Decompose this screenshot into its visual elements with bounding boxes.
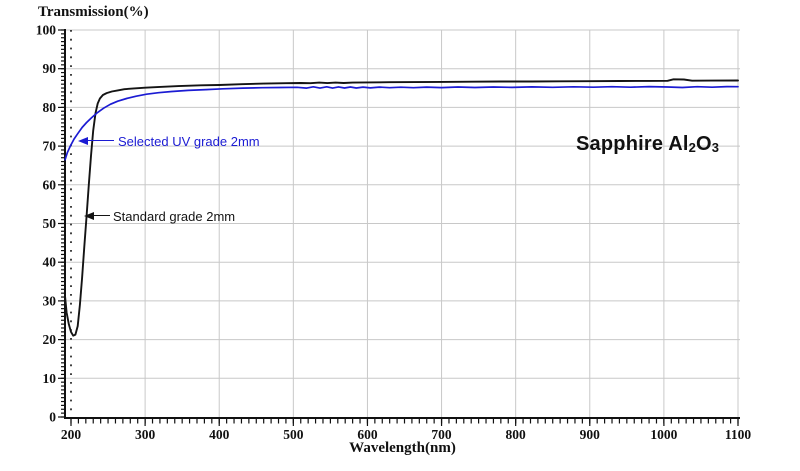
- svg-text:100: 100: [36, 23, 57, 38]
- curve-standard-grade: [64, 78, 739, 337]
- svg-text:90: 90: [43, 61, 57, 76]
- svg-text:600: 600: [357, 427, 378, 442]
- standard-arrow-icon: [84, 212, 94, 220]
- uv-arrow-icon: [78, 137, 88, 145]
- svg-text:800: 800: [506, 427, 527, 442]
- svg-text:900: 900: [580, 427, 601, 442]
- svg-text:1100: 1100: [725, 427, 752, 442]
- uv-grade-annotation-label: Selected UV grade 2mm: [118, 134, 260, 149]
- material-label: Sapphire Al2O3: [576, 133, 719, 156]
- x-tick-labels: 200 300 400 500 600 700 800 900 1000 1100: [61, 427, 751, 442]
- svg-text:30: 30: [43, 293, 57, 308]
- svg-text:400: 400: [209, 427, 230, 442]
- material-subscript-3: 3: [711, 140, 720, 155]
- svg-text:50: 50: [43, 216, 57, 231]
- svg-text:20: 20: [43, 332, 57, 347]
- svg-text:200: 200: [61, 427, 82, 442]
- material-mid: O: [696, 133, 712, 155]
- y-axis-title: Transmission(%): [38, 4, 149, 20]
- svg-text:40: 40: [43, 255, 57, 270]
- material-prefix: Sapphire Al: [576, 133, 689, 155]
- svg-text:1000: 1000: [650, 427, 677, 442]
- curve-uv-grade: [64, 85, 739, 161]
- gridlines: [65, 29, 740, 417]
- axis-ticks: [58, 29, 739, 426]
- svg-text:500: 500: [283, 427, 304, 442]
- svg-text:80: 80: [43, 100, 57, 115]
- uv-arrow-line: [87, 140, 114, 141]
- standard-grade-annotation-label: Standard grade 2mm: [113, 209, 236, 224]
- svg-text:10: 10: [43, 371, 57, 386]
- svg-text:60: 60: [43, 177, 57, 192]
- x-axis-title: Wavelength(nm): [349, 440, 456, 456]
- svg-text:700: 700: [431, 427, 452, 442]
- svg-text:300: 300: [135, 427, 156, 442]
- standard-arrow-line: [93, 215, 110, 216]
- material-subscript-2: 2: [688, 140, 697, 155]
- svg-text:0: 0: [49, 410, 56, 425]
- svg-text:70: 70: [43, 139, 57, 154]
- y-tick-labels: 0 10 20 30 40 50 60 70 80 90 100: [36, 23, 57, 425]
